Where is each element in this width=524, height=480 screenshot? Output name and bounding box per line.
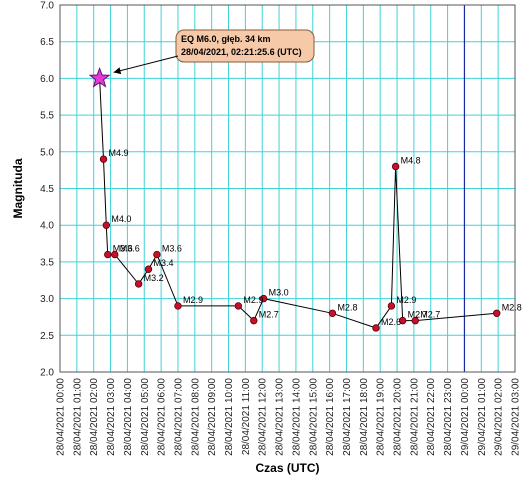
x-tick-label: 28/04/2021 11:00 — [241, 378, 252, 456]
data-label: M2.9 — [183, 295, 203, 305]
x-tick-label: 29/04/2021 00:00 — [460, 378, 471, 456]
data-label: M2.7 — [259, 310, 279, 320]
x-tick-label: 28/04/2021 06:00 — [157, 378, 168, 456]
x-tick-label: 28/04/2021 17:00 — [342, 378, 353, 456]
x-tick-label: 28/04/2021 21:00 — [409, 378, 420, 456]
x-tick-label: 28/04/2021 05:00 — [140, 378, 151, 456]
x-tick-label: 29/04/2021 03:00 — [511, 378, 522, 456]
x-tick-label: 28/04/2021 02:00 — [89, 378, 100, 456]
x-tick-label: 28/04/2021 15:00 — [308, 378, 319, 456]
data-point — [411, 316, 419, 325]
x-axis-title: Czas (UTC) — [255, 461, 319, 475]
x-tick-label: 28/04/2021 14:00 — [291, 378, 302, 456]
data-point — [144, 265, 153, 273]
annotation-line-2: 28/04/2021, 02:21:25.6 (UTC) — [181, 47, 302, 57]
data-point — [250, 316, 258, 325]
data-label: M4.9 — [109, 148, 129, 158]
x-tick-label: 29/04/2021 01:00 — [477, 378, 488, 456]
plot-frame — [59, 4, 516, 373]
data-point — [391, 162, 400, 171]
point-label-layer: M4.9M4.0M3.6M3.6M3.2M3.4M3.6M2.9 M2.9M2.7… — [109, 148, 522, 327]
data-point — [493, 309, 501, 317]
y-tick-label: 2.0 — [40, 368, 54, 379]
data-label: M2.9 — [396, 295, 416, 305]
data-label: M2.7 — [420, 310, 440, 320]
data-label: M3.6 — [162, 244, 182, 254]
annotation-arrowhead — [113, 67, 122, 75]
data-label: M2.8 — [502, 302, 522, 312]
data-label: M3.2 — [144, 273, 164, 283]
data-point — [99, 155, 108, 163]
x-tick-label: 28/04/2021 08:00 — [190, 378, 201, 456]
y-tick-label: 7.0 — [40, 1, 54, 12]
data-point — [259, 294, 268, 303]
data-point — [234, 302, 243, 310]
mainshock-star-icon — [88, 66, 111, 88]
data-label: M2.9 — [243, 295, 263, 305]
data-label: M3.6 — [120, 244, 140, 254]
x-tick-label: 28/04/2021 23:00 — [443, 378, 454, 456]
x-tick-label: 28/04/2021 09:00 — [207, 378, 218, 456]
x-tick-label: 28/04/2021 04:00 — [123, 378, 134, 456]
y-axis-title: Magnituda — [11, 158, 25, 218]
data-label: M2.8 — [337, 302, 357, 312]
annotation-line-1: EQ M6.0, głęb. 34 km — [181, 34, 271, 44]
y-tick-label: 2.5 — [40, 331, 54, 342]
data-label: M4.8 — [401, 155, 421, 165]
x-tick-label: 28/04/2021 19:00 — [376, 378, 387, 456]
y-tick-label: 5.0 — [40, 147, 54, 158]
y-tick-labels: 2.0 2.5 3.0 3.5 4.0 4.5 5.0 5.5 6.0 6.5 7.0 — [40, 1, 54, 379]
x-tick-label: 28/04/2021 12:00 — [258, 378, 269, 456]
x-tick-label: 28/04/2021 16:00 — [325, 378, 336, 456]
data-label: M3.4 — [153, 258, 173, 268]
x-tick-label: 28/04/2021 18:00 — [359, 378, 370, 456]
data-point — [328, 309, 337, 317]
x-tick-labels: 28/04/2021 00:00 28/04/2021 01:00 28/04/20… — [56, 378, 522, 456]
y-tick-label: 4.0 — [40, 221, 54, 232]
data-point — [134, 280, 143, 288]
data-point-layer — [99, 155, 501, 332]
data-point — [111, 250, 119, 259]
y-tick-label: 6.5 — [40, 37, 54, 48]
data-point — [174, 302, 182, 310]
mainshock-annotation: EQ M6.0, głęb. 34 km 28/04/2021, 02:21:2… — [113, 29, 315, 75]
y-tick-label: 5.5 — [40, 111, 54, 122]
series-line — [99, 78, 497, 329]
data-label: M3.0 — [269, 288, 289, 298]
series-line-layer — [99, 78, 497, 329]
annotation-box — [175, 29, 315, 63]
data-point — [104, 250, 112, 259]
y-tick-label: 3.0 — [40, 294, 54, 305]
data-point — [102, 221, 111, 229]
x-tick-label: 29/04/2021 02:00 — [494, 378, 505, 456]
x-tick-label: 28/04/2021 07:00 — [173, 378, 184, 456]
y-tick-label: 4.5 — [40, 184, 54, 195]
x-tick-label: 28/04/2021 20:00 — [393, 378, 404, 456]
data-point — [398, 316, 407, 325]
data-label: M2.6 — [381, 317, 401, 327]
data-point — [153, 250, 161, 259]
y-tick-label: 3.5 — [40, 257, 54, 268]
data-point — [372, 324, 380, 332]
data-label: M3.6 — [113, 244, 133, 254]
x-tick-label: 28/04/2021 03:00 — [106, 378, 117, 456]
x-tick-label: 28/04/2021 22:00 — [426, 378, 437, 456]
data-label: M4.0 — [111, 214, 131, 224]
x-tick-label: 28/04/2021 00:00 — [56, 378, 67, 456]
x-tick-label: 28/04/2021 10:00 — [224, 378, 235, 456]
data-point — [387, 302, 396, 310]
y-tick-label: 6.0 — [40, 74, 54, 85]
x-tick-label: 28/04/2021 13:00 — [275, 378, 286, 456]
x-tick-label: 28/04/2021 01:00 — [72, 378, 83, 456]
annotation-arrow — [113, 55, 179, 73]
data-label: M2.7 — [408, 310, 428, 320]
